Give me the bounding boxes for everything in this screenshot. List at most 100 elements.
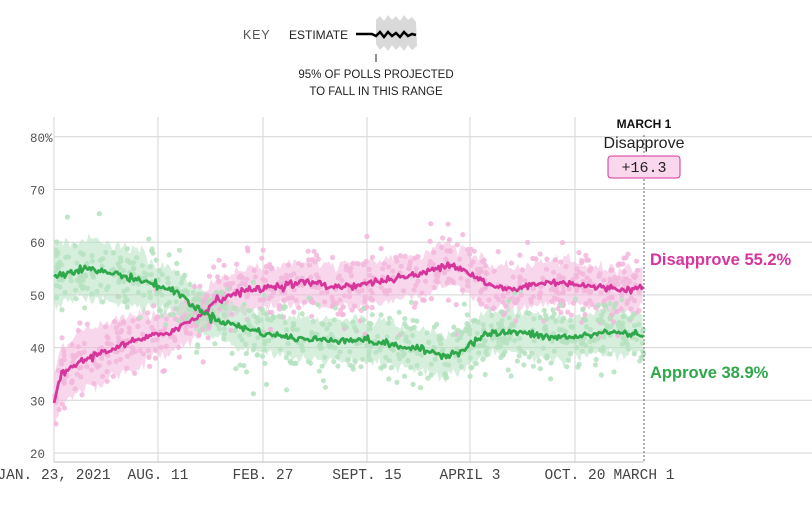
poll-dot-disapprove [583, 252, 589, 258]
poll-dot-disapprove [200, 359, 206, 365]
poll-dot-approve [410, 317, 416, 323]
poll-dot-disapprove [137, 347, 143, 353]
poll-dot-approve [259, 306, 265, 312]
poll-dot-disapprove [176, 354, 182, 360]
poll-dot-disapprove [583, 301, 589, 307]
poll-dot-approve [137, 314, 143, 321]
poll-dot-approve [480, 322, 486, 328]
poll-dot-approve [195, 343, 201, 350]
poll-dot-disapprove [75, 344, 81, 350]
poll-dot-approve [290, 327, 297, 333]
poll-dot-approve [574, 345, 580, 351]
callout-date: MARCH 1 [617, 117, 672, 131]
poll-dot-approve [386, 320, 392, 326]
poll-dot-disapprove [346, 289, 353, 295]
poll-dot-approve [350, 319, 356, 325]
poll-dot-approve [246, 331, 252, 338]
poll-dot-disapprove [605, 295, 611, 301]
poll-dot-approve [580, 307, 586, 313]
poll-dot-approve [89, 258, 95, 264]
poll-dot-approve [369, 312, 375, 318]
poll-dot-approve [317, 342, 323, 348]
poll-dot-approve [64, 214, 70, 220]
poll-dot-disapprove [306, 262, 313, 268]
poll-dot-disapprove [510, 274, 516, 280]
poll-dot-approve [579, 348, 585, 354]
poll-dot-approve [116, 294, 122, 300]
poll-dot-approve [444, 374, 450, 381]
poll-dot-approve [402, 316, 408, 322]
poll-dot-approve [436, 333, 442, 339]
poll-dot-disapprove [413, 300, 419, 306]
poll-dot-disapprove [439, 244, 445, 250]
poll-dot-approve [193, 349, 200, 355]
poll-dot-disapprove [579, 260, 585, 266]
poll-dot-disapprove [481, 257, 487, 263]
y-tick-label: 80% [30, 132, 53, 146]
poll-dot-approve [135, 281, 142, 287]
poll-dot-disapprove [315, 256, 322, 262]
poll-dot-approve [331, 359, 337, 365]
poll-dot-approve [98, 282, 104, 288]
poll-dot-approve [347, 362, 353, 368]
poll-dot-disapprove [283, 276, 289, 282]
poll-dot-approve [498, 322, 505, 328]
poll-dot-approve [72, 243, 78, 249]
poll-dot-approve [216, 326, 222, 332]
poll-dot-disapprove [230, 280, 236, 286]
poll-dot-approve [322, 354, 328, 360]
poll-dot-approve [222, 331, 228, 337]
poll-dot-disapprove [252, 274, 259, 280]
poll-dot-disapprove [113, 325, 119, 331]
poll-dot-approve [600, 344, 606, 351]
poll-dot-approve [315, 302, 321, 308]
poll-dot-disapprove [522, 278, 528, 284]
poll-dot-approve [176, 318, 182, 324]
poll-dot-disapprove [443, 256, 449, 262]
poll-dot-approve [559, 327, 565, 333]
poll-dot-disapprove [296, 305, 302, 311]
poll-dot-disapprove [381, 261, 387, 267]
poll-dot-disapprove [299, 262, 305, 268]
march-1-callout: MARCH 1 Disapprove +16.3 [604, 117, 685, 462]
poll-dot-approve [456, 358, 462, 364]
poll-dot-disapprove [419, 290, 425, 296]
poll-dot-disapprove [607, 279, 613, 285]
poll-dot-disapprove [281, 297, 287, 303]
poll-dot-disapprove [551, 295, 558, 301]
poll-dot-approve [337, 349, 343, 355]
poll-dot-disapprove [343, 263, 349, 269]
poll-dot-disapprove [339, 277, 345, 284]
poll-dot-disapprove [340, 304, 346, 310]
poll-dot-approve [62, 289, 68, 296]
poll-dot-approve [626, 316, 632, 322]
poll-dot-approve [218, 303, 224, 309]
poll-dot-approve [601, 334, 607, 340]
poll-dot-approve [408, 299, 414, 305]
poll-dot-approve [474, 330, 480, 336]
poll-dot-disapprove [596, 274, 602, 280]
x-tick-label: FEB. 27 [233, 468, 294, 484]
poll-dot-approve [381, 363, 388, 369]
poll-dot-disapprove [125, 353, 131, 359]
poll-dot-disapprove [454, 242, 460, 248]
poll-dot-approve [531, 316, 537, 322]
poll-dot-disapprove [482, 269, 489, 276]
poll-dot-disapprove [560, 275, 567, 281]
poll-dot-approve [131, 260, 137, 266]
poll-dot-disapprove [117, 356, 123, 362]
poll-dot-approve [373, 349, 379, 355]
poll-dot-approve [595, 302, 602, 308]
poll-dot-disapprove [428, 296, 434, 302]
poll-dot-disapprove [236, 274, 242, 280]
poll-dot-disapprove [530, 293, 537, 300]
poll-dot-approve [414, 350, 420, 356]
poll-dot-disapprove [356, 289, 362, 295]
poll-dot-approve [173, 299, 179, 305]
poll-dot-disapprove [619, 292, 625, 299]
poll-dot-approve [569, 338, 575, 344]
poll-dot-approve [320, 378, 326, 384]
poll-dot-approve [134, 255, 140, 261]
poll-dot-disapprove [215, 274, 221, 280]
poll-dot-approve [174, 260, 180, 267]
